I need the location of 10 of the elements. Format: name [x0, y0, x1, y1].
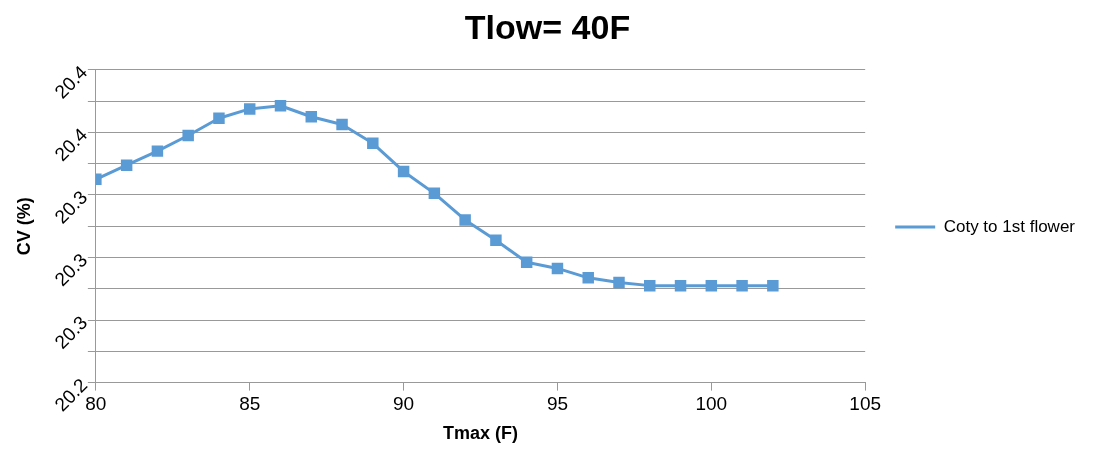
legend-label: Coty to 1st flower	[943, 216, 1076, 236]
x-tick-label: 85	[239, 393, 261, 415]
x-tick-label: 90	[393, 393, 415, 415]
x-tick-label: 100	[695, 393, 728, 415]
x-axis-title: Tmax (F)	[443, 423, 519, 444]
y-axis-title: CV (%)	[13, 197, 34, 256]
chart-title: Tlow= 40F	[464, 7, 631, 46]
x-tick-label: 80	[85, 393, 107, 415]
x-tick-label: 95	[546, 393, 569, 415]
x-tick-label: 105	[849, 393, 882, 415]
